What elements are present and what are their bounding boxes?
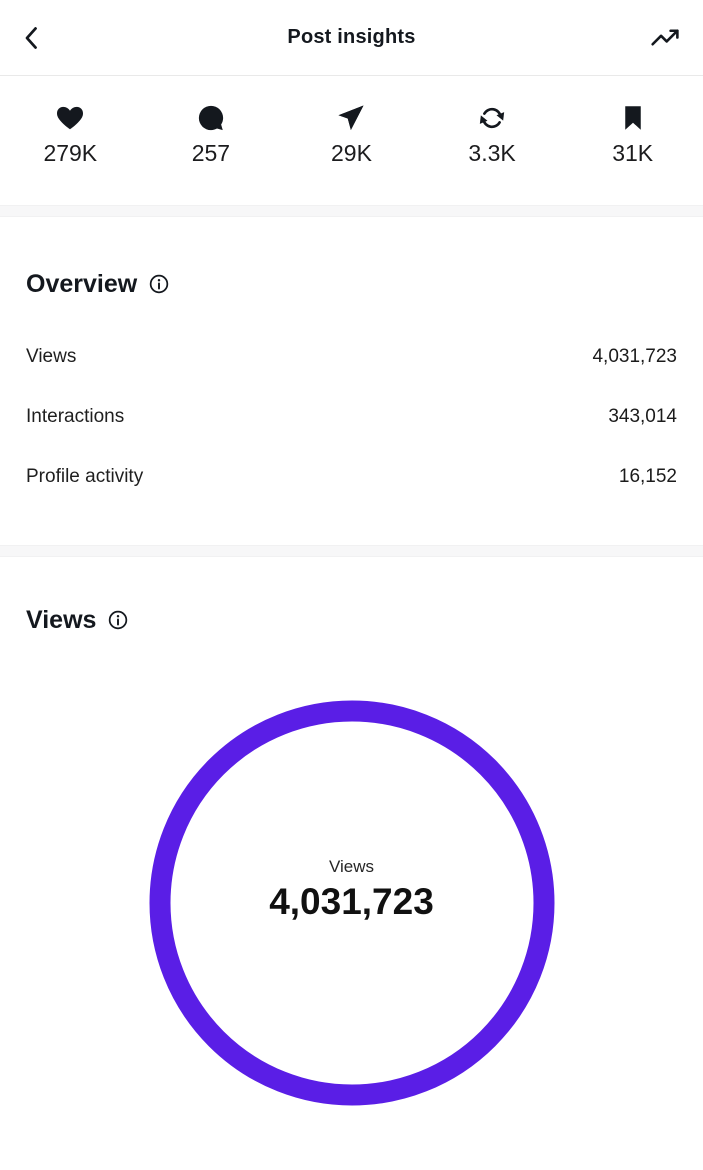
engagement-stats-row: 279K 257 29K xyxy=(0,76,703,205)
bookmark-icon xyxy=(618,103,648,133)
info-icon xyxy=(148,273,170,295)
stat-reposts: 3.3K xyxy=(422,76,563,166)
donut-center-value: 4,031,723 xyxy=(269,881,434,922)
views-section-title: Views xyxy=(26,604,129,636)
views-heading: Views xyxy=(26,606,97,634)
metric-label: Interactions xyxy=(26,406,125,427)
trending-up-icon xyxy=(648,24,682,51)
metric-value: 343,014 xyxy=(608,406,677,427)
insights-trend-button[interactable] xyxy=(645,18,685,58)
overview-section-title: Overview xyxy=(26,268,170,300)
repost-icon xyxy=(477,103,507,133)
views-info-button[interactable] xyxy=(107,609,129,631)
reposts-count: 3.3K xyxy=(468,140,516,166)
comment-icon xyxy=(196,103,226,133)
metric-row-profile-activity: Profile activity 16,152 xyxy=(26,447,677,507)
back-button[interactable] xyxy=(12,18,52,58)
shares-count: 29K xyxy=(331,140,372,166)
stat-shares: 29K xyxy=(281,76,422,166)
comments-count: 257 xyxy=(191,140,231,166)
page-title: Post insights xyxy=(287,26,416,48)
overview-info-button[interactable] xyxy=(148,273,170,295)
chevron-left-icon xyxy=(20,24,44,52)
overview-metrics: Views 4,031,723 Interactions 343,014 Pro… xyxy=(26,327,677,507)
metric-label: Profile activity xyxy=(26,466,144,487)
metric-row-views: Views 4,031,723 xyxy=(26,327,677,387)
header: Post insights xyxy=(0,0,703,76)
views-donut-chart xyxy=(149,700,555,1106)
metric-value: 16,152 xyxy=(618,466,677,487)
overview-heading: Overview xyxy=(26,270,138,298)
likes-count: 279K xyxy=(43,140,98,166)
section-divider xyxy=(0,205,703,217)
metric-value: 4,031,723 xyxy=(592,346,677,367)
metric-row-interactions: Interactions 343,014 xyxy=(26,387,677,447)
stat-likes: 279K xyxy=(0,76,141,166)
info-icon xyxy=(107,609,129,631)
section-divider xyxy=(0,545,703,557)
heart-icon xyxy=(55,103,85,133)
share-icon xyxy=(336,103,366,133)
stat-comments: 257 xyxy=(141,76,282,166)
donut-ring xyxy=(149,700,555,1106)
saves-count: 31K xyxy=(612,140,654,166)
stat-saves: 31K xyxy=(562,76,703,166)
metric-label: Views xyxy=(26,346,77,367)
donut-center-label: Views xyxy=(328,857,375,876)
